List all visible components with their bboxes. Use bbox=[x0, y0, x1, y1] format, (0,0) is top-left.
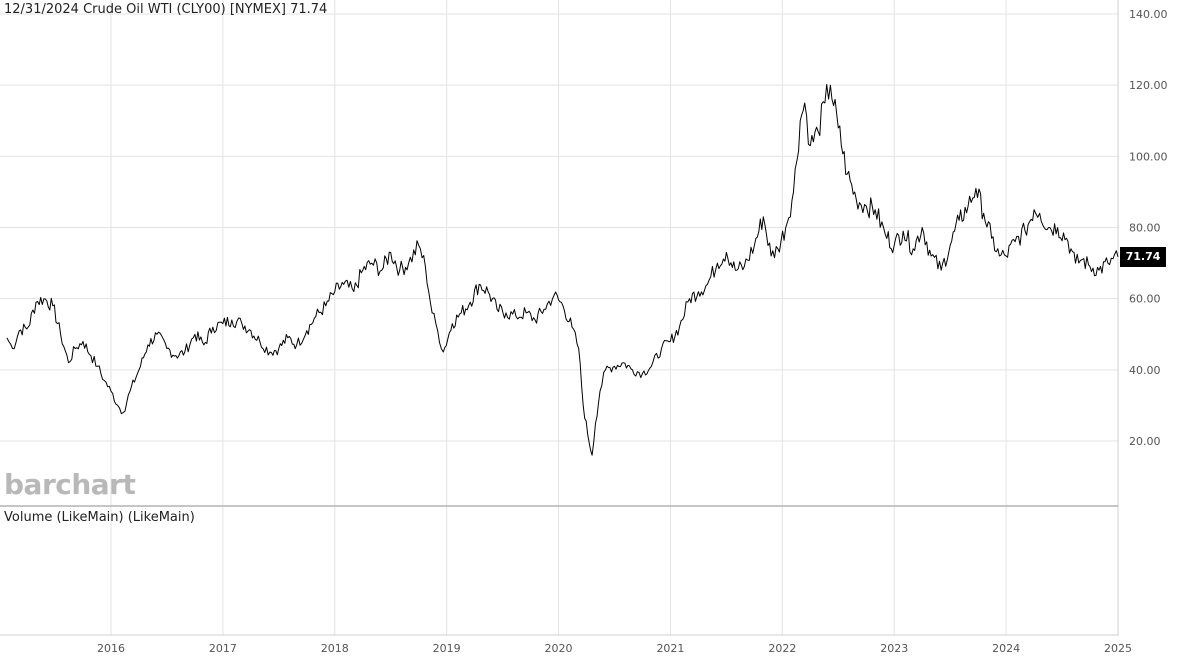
y-tick-label: 80.00 bbox=[1129, 222, 1161, 235]
y-tick-label: 120.00 bbox=[1129, 79, 1168, 92]
price-series bbox=[6, 84, 1119, 456]
x-tick-label: 2016 bbox=[97, 642, 125, 655]
grid-lines bbox=[0, 0, 1119, 635]
header-instrument: Crude Oil WTI (CLY00) [NYMEX] bbox=[83, 2, 286, 17]
price-line-series-0 bbox=[6, 84, 1119, 456]
x-tick-label: 2021 bbox=[656, 642, 684, 655]
y-tick-label: 40.00 bbox=[1129, 364, 1161, 377]
y-tick-label: 60.00 bbox=[1129, 293, 1161, 306]
y-tick-label: 100.00 bbox=[1129, 150, 1168, 163]
x-tick-label: 2018 bbox=[321, 642, 349, 655]
x-axis-ticks: 2016 2017 2018 2019 2020 2021 2022 2023 2024 2025 bbox=[97, 642, 1132, 655]
x-tick-label: 2020 bbox=[545, 642, 573, 655]
x-tick-label: 2022 bbox=[768, 642, 796, 655]
y-axis-ticks: 20.00 40.00 60.00 80.00 100.00 120.00 140.00 bbox=[1129, 8, 1168, 448]
y-tick-label: 140.00 bbox=[1129, 8, 1168, 21]
y-tick-label: 20.00 bbox=[1129, 435, 1161, 448]
header-date: 12/31/2024 bbox=[4, 2, 79, 17]
last-price-badge: 71.74 bbox=[1120, 246, 1166, 267]
barchart-logo: barchart bbox=[4, 468, 136, 501]
x-tick-label: 2017 bbox=[209, 642, 237, 655]
x-tick-label: 2019 bbox=[433, 642, 461, 655]
x-tick-label: 2023 bbox=[880, 642, 908, 655]
chart-header: 12/31/2024 Crude Oil WTI (CLY00) [NYMEX]… bbox=[4, 2, 327, 17]
x-tick-label: 2024 bbox=[992, 642, 1020, 655]
x-tick-label: 2025 bbox=[1104, 642, 1132, 655]
header-last: 71.74 bbox=[290, 2, 328, 17]
volume-pane-label: Volume (LikeMain) (LikeMain) bbox=[4, 510, 195, 525]
